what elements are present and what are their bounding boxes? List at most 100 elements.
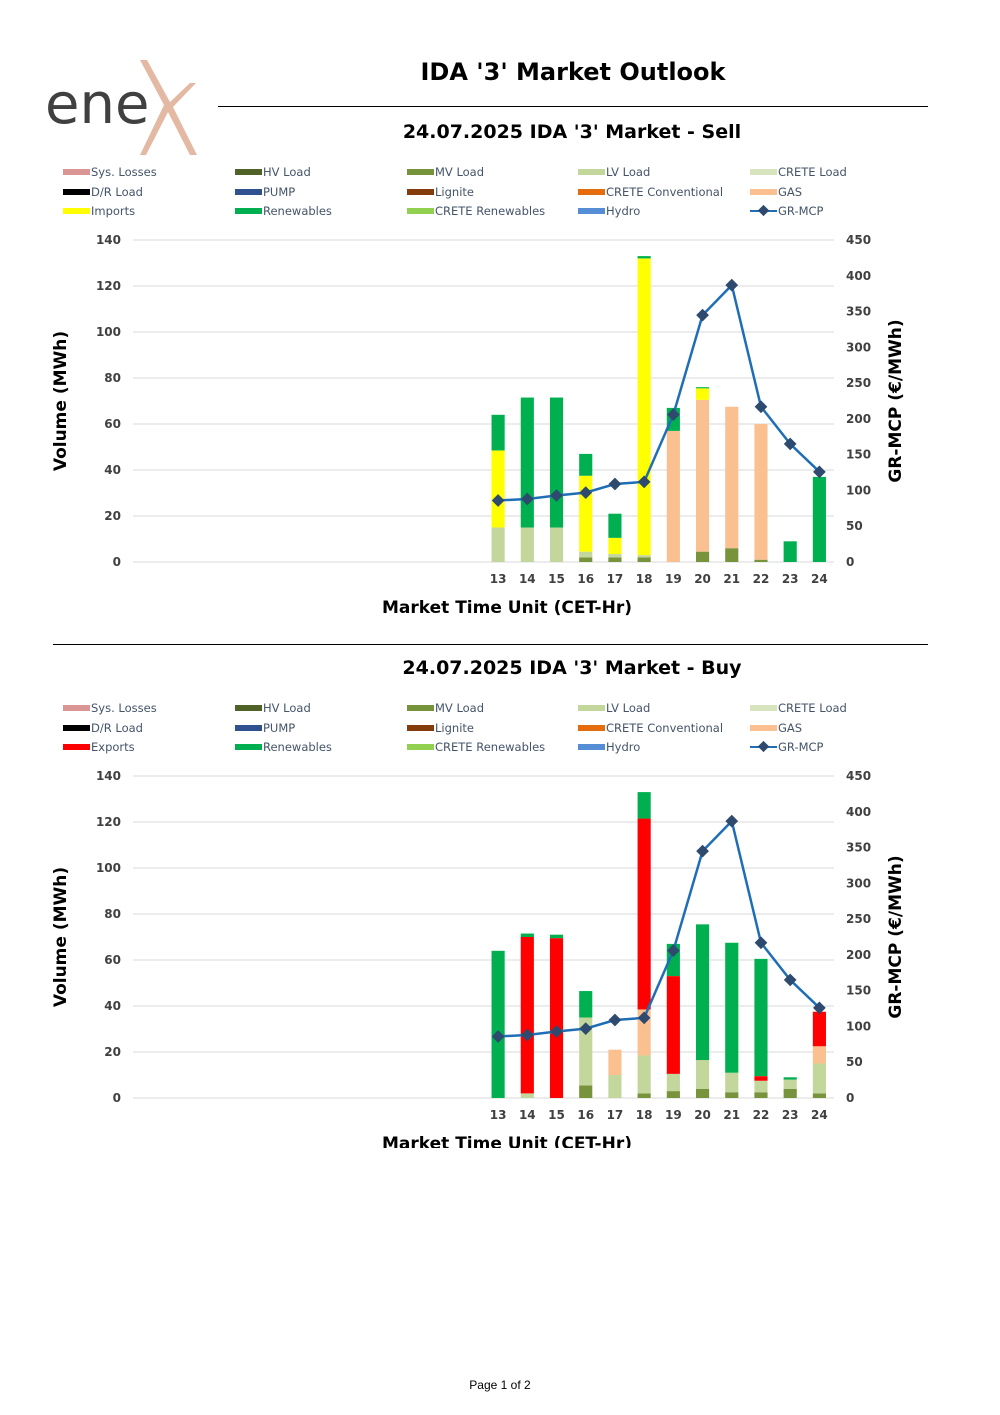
bar-renewables-21 — [725, 942, 739, 1073]
bar-lv-load-24 — [812, 1063, 826, 1094]
legend-swatch — [407, 189, 434, 195]
gr-mcp-point-13 — [491, 1030, 505, 1043]
legend-item-gas: GAS — [750, 721, 802, 735]
x-tick-label: 17 — [607, 1108, 624, 1122]
bar-imports-13 — [491, 450, 505, 528]
x-axis-title: Market Time Unit (CET-Hr) — [382, 598, 632, 618]
sell-chart: 24.07.2025 IDA '3' Market - Sell Sys. Los… — [51, 121, 906, 618]
bar-lv-load-15 — [549, 527, 564, 562]
legend-item-hydro: Hydro — [578, 740, 640, 754]
bar-lv-load-19 — [666, 1073, 680, 1092]
y-tick-label: 120 — [96, 279, 121, 293]
bar-mv-load-16 — [579, 557, 593, 562]
y2-tick-label: 250 — [846, 912, 871, 926]
bar-mv-load-24 — [812, 1093, 826, 1098]
y-tick-label: 20 — [104, 1045, 121, 1059]
legend-item-d-r-load: D/R Load — [63, 721, 143, 735]
legend-swatch — [407, 169, 434, 175]
gr-mcp-point-17 — [608, 1013, 622, 1027]
legend-item-mv-load: MV Load — [407, 165, 484, 179]
bar-mv-load-19 — [666, 1091, 680, 1098]
bar-mv-load-23 — [783, 1088, 797, 1098]
legend-swatch — [235, 189, 262, 195]
bar-renewables-20 — [695, 387, 710, 389]
legend-label: LV Load — [606, 165, 650, 179]
legend-item-hv-load: HV Load — [235, 701, 311, 715]
legend-label: LV Load — [606, 701, 650, 715]
page-footer: Page 1 of 2 — [469, 1378, 531, 1392]
bar-gas-21 — [725, 406, 739, 549]
legend-item-lv-load: LV Load — [578, 165, 650, 179]
legend-item-renewables: Renewables — [235, 204, 332, 218]
bar-renewables-14 — [520, 397, 534, 528]
legend-label: CRETE Renewables — [435, 204, 545, 218]
legend-item-crete-load: CRETE Load — [750, 165, 847, 179]
y-tick-label: 60 — [104, 417, 121, 431]
legend-label: D/R Load — [91, 721, 143, 735]
bar-lv-load-14 — [520, 527, 534, 562]
y-tick-label: 40 — [104, 463, 121, 477]
y2-tick-label: 150 — [846, 448, 871, 462]
x-tick-label: 18 — [636, 1108, 653, 1122]
legend-label: Sys. Losses — [91, 165, 157, 179]
legend-item-gr-mcp: GR-MCP — [750, 740, 824, 754]
y2-tick-label: 450 — [846, 233, 871, 247]
bar-renewables-15 — [549, 397, 564, 528]
x-tick-label: 13 — [490, 1108, 507, 1122]
bar-mv-load-18 — [637, 557, 651, 562]
x-tick-label: 20 — [694, 572, 711, 586]
y2-tick-label: 200 — [846, 412, 871, 426]
y2-tick-label: 200 — [846, 948, 871, 962]
legend-swatch — [578, 189, 605, 195]
logo-x-mark — [140, 60, 197, 155]
legend-swatch — [407, 208, 434, 214]
y-tick-label: 100 — [96, 861, 121, 875]
legend-item-sys-losses: Sys. Losses — [63, 165, 157, 179]
y2-tick-label: 150 — [846, 984, 871, 998]
bar-renewables-22 — [754, 958, 768, 1077]
chart-title: 24.07.2025 IDA '3' Market - Sell — [403, 121, 741, 143]
legend-label: Hydro — [606, 204, 640, 218]
bar-mv-load-18 — [637, 1093, 651, 1098]
bar-exports-22 — [754, 1076, 768, 1081]
legend-item-imports: Imports — [63, 204, 135, 218]
bar-renewables-23 — [783, 1077, 797, 1080]
bar-mv-load-17 — [608, 557, 622, 562]
y-tick-label: 140 — [96, 769, 121, 783]
legend-label: MV Load — [435, 165, 484, 179]
legend-item-lv-load: LV Load — [578, 701, 650, 715]
legend-swatch — [235, 169, 262, 175]
legend-label: Exports — [91, 740, 135, 754]
legend-swatch — [235, 208, 262, 214]
legend-label: D/R Load — [91, 185, 143, 199]
y2-tick-label: 50 — [846, 1055, 863, 1069]
bar-lv-load-23 — [783, 1079, 797, 1089]
legend-label: GAS — [778, 185, 802, 199]
legend-swatch — [750, 189, 777, 195]
legend-item-d-r-load: D/R Load — [63, 185, 143, 199]
legend-swatch — [63, 189, 90, 195]
x-tick-label: 14 — [519, 1108, 536, 1122]
legend-swatch — [63, 725, 90, 731]
bar-renewables-20 — [695, 924, 710, 1061]
bar-mv-load-20 — [695, 551, 710, 562]
bar-renewables-23 — [783, 541, 797, 562]
y-tick-label: 120 — [96, 815, 121, 829]
legend-item-mv-load: MV Load — [407, 701, 484, 715]
x-tick-label: 24 — [811, 572, 828, 586]
gr-mcp-line — [498, 818, 821, 1038]
x-tick-label: 20 — [694, 1108, 711, 1122]
bar-lv-load-13 — [491, 527, 505, 562]
legend-swatch — [750, 705, 777, 711]
legend-swatch — [578, 705, 605, 711]
legend-swatch — [578, 744, 605, 750]
legend-marker — [757, 740, 770, 753]
legend-label: PUMP — [263, 185, 295, 199]
y2-tick-label: 50 — [846, 519, 863, 533]
logo-wordmark: ene — [45, 72, 149, 137]
bar-exports-15 — [549, 938, 564, 1098]
legend-item-lignite: Lignite — [407, 721, 474, 735]
legend-swatch — [63, 705, 90, 711]
legend-label: Lignite — [435, 185, 474, 199]
legend-label: Sys. Losses — [91, 701, 157, 715]
